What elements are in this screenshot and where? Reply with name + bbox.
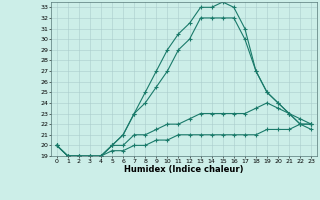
X-axis label: Humidex (Indice chaleur): Humidex (Indice chaleur) [124, 165, 244, 174]
